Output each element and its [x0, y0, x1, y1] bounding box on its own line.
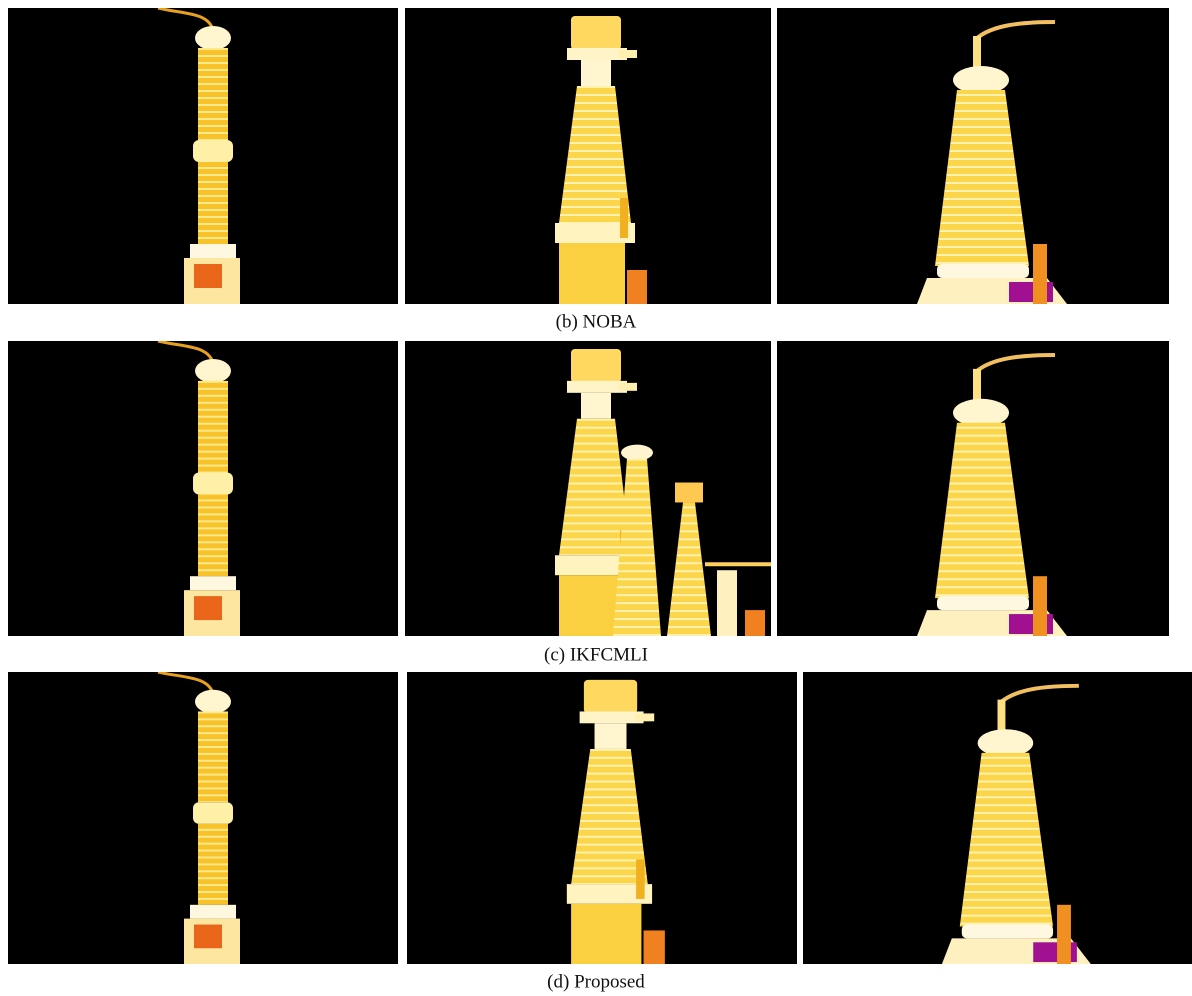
- image-panel: [803, 672, 1192, 964]
- image-panel: [777, 341, 1169, 636]
- image-panel: [777, 8, 1169, 304]
- image-panel: [8, 341, 398, 636]
- caption: (b) NOBA: [556, 311, 637, 332]
- image-panel: [405, 341, 771, 636]
- caption: (d) Proposed: [547, 971, 645, 992]
- image-panel: [8, 672, 398, 964]
- image-panel: [407, 672, 797, 964]
- caption: (c) IKFCMLI: [544, 644, 648, 665]
- image-panel: [8, 8, 398, 304]
- figure: (b) NOBA (c) IKFCMLI (d) Proposed: [0, 0, 1192, 996]
- image-panel: [405, 8, 771, 304]
- page: {"figure": {"rows": [ {"caption": "(b) N…: [0, 0, 1192, 996]
